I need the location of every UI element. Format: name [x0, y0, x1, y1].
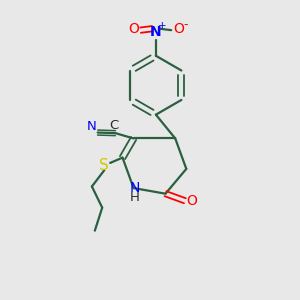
- Text: S: S: [99, 158, 109, 173]
- Text: N: N: [150, 25, 162, 39]
- Text: O: O: [186, 194, 197, 208]
- Text: N: N: [130, 181, 140, 195]
- Text: C: C: [109, 119, 119, 132]
- Text: -: -: [183, 18, 188, 31]
- Text: H: H: [130, 191, 140, 204]
- Text: +: +: [158, 21, 167, 31]
- Text: O: O: [173, 22, 184, 36]
- Text: N: N: [87, 120, 97, 133]
- Text: O: O: [128, 22, 139, 36]
